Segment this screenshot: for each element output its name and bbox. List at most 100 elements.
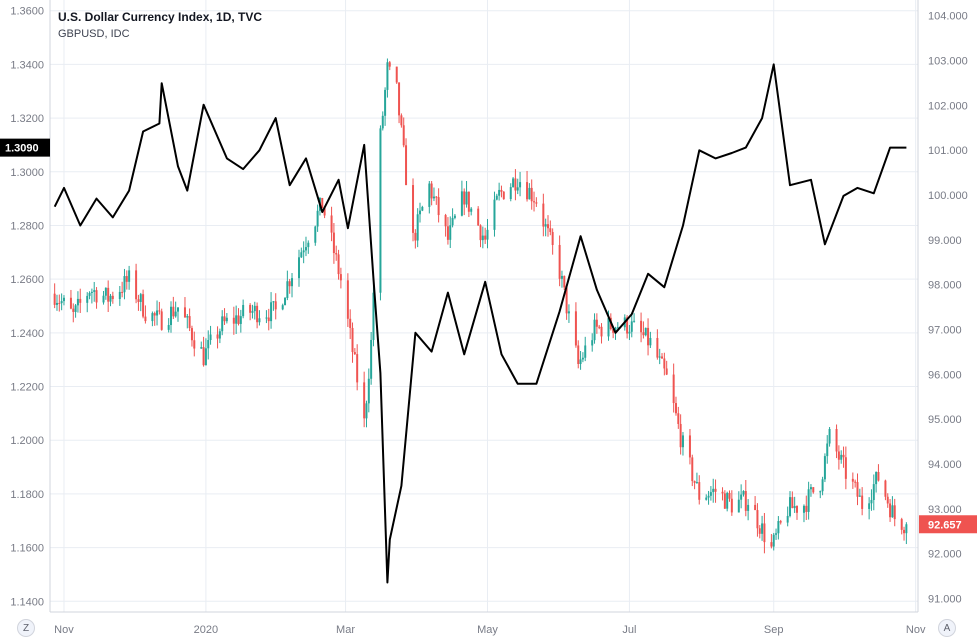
candle-body xyxy=(574,311,577,346)
auto-scale-button[interactable]: A xyxy=(938,619,956,637)
candle-body xyxy=(677,413,680,424)
candle-body xyxy=(526,182,529,200)
candle-body xyxy=(419,210,422,215)
candle-body xyxy=(730,498,733,513)
candle-body xyxy=(786,515,789,523)
candle-body xyxy=(172,306,175,317)
candle-body xyxy=(297,257,300,279)
candle-body xyxy=(616,327,619,329)
candle-body xyxy=(379,128,382,293)
candle-body xyxy=(851,478,854,482)
candle-body xyxy=(153,313,156,316)
left-tick-label: 1.1600 xyxy=(10,543,44,555)
candle-body xyxy=(514,178,517,191)
candle-body xyxy=(349,318,352,328)
candle-body xyxy=(416,214,419,241)
candle-body xyxy=(388,62,391,67)
candle-body xyxy=(239,316,242,324)
candle-body xyxy=(714,488,717,492)
candle-body xyxy=(412,185,415,233)
legend-title: U.S. Dollar Currency Index, 1D, TVC xyxy=(58,10,263,24)
candle-body xyxy=(770,542,773,547)
candle-body xyxy=(74,305,77,312)
candle-body xyxy=(628,331,631,334)
candle-body xyxy=(281,305,284,310)
candle-body xyxy=(658,356,661,358)
candle-body xyxy=(453,215,456,218)
candle-body xyxy=(481,235,484,241)
candle-body xyxy=(723,493,726,509)
candle-body xyxy=(661,356,664,359)
candle-body xyxy=(533,201,536,203)
candle-body xyxy=(258,318,261,323)
candle-body xyxy=(386,62,389,90)
candle-body xyxy=(314,226,317,243)
candle-body xyxy=(889,503,892,518)
candle-body xyxy=(160,311,163,330)
candle-body xyxy=(549,228,552,233)
candle-body xyxy=(467,191,470,212)
candle-body xyxy=(363,382,366,419)
candle-body xyxy=(207,340,210,349)
candle-body xyxy=(875,471,878,485)
candle-body xyxy=(893,505,896,520)
candle-body xyxy=(544,224,547,227)
candle-body xyxy=(93,290,96,292)
candle-body xyxy=(740,494,743,500)
candle-body xyxy=(823,456,826,480)
candle-body xyxy=(656,337,659,358)
candle-body xyxy=(630,321,633,332)
candle-body xyxy=(509,187,512,200)
candle-body xyxy=(135,270,138,300)
candle-body xyxy=(737,499,740,513)
candle-body xyxy=(649,337,652,346)
right-tick-label: 98.000 xyxy=(928,280,962,292)
candle-body xyxy=(444,215,447,227)
candle-body xyxy=(516,187,519,191)
candle-body xyxy=(304,247,307,251)
candle-body xyxy=(449,225,452,240)
left-tick-label: 1.2000 xyxy=(10,435,44,447)
left-tick-label: 1.1400 xyxy=(10,596,44,608)
candle-body xyxy=(139,294,142,302)
candle-body xyxy=(647,327,650,346)
candle-body xyxy=(223,316,226,322)
candle-body xyxy=(395,66,398,83)
candle-body xyxy=(137,299,140,302)
candle-body xyxy=(821,479,824,492)
candle-body xyxy=(709,492,712,496)
candle-body xyxy=(905,524,908,534)
candle-body xyxy=(72,308,75,312)
candle-body xyxy=(498,189,501,196)
right-tick-label: 93.000 xyxy=(928,504,962,516)
left-tick-label: 1.3400 xyxy=(10,59,44,71)
candle-body xyxy=(384,89,387,116)
candle-body xyxy=(446,226,449,240)
candle-body xyxy=(90,291,93,293)
candle-body xyxy=(156,310,159,316)
candle-body xyxy=(183,307,186,318)
candle-body xyxy=(754,504,757,511)
candle-body xyxy=(861,495,864,509)
candle-body xyxy=(842,454,845,458)
candle-body xyxy=(76,298,79,306)
candle-body xyxy=(302,250,305,253)
candle-body xyxy=(530,187,533,202)
candle-body xyxy=(835,429,838,452)
candle-body xyxy=(763,523,766,543)
candle-body xyxy=(528,187,531,200)
candle-body xyxy=(903,529,906,534)
candle-body xyxy=(53,293,56,305)
candle-body xyxy=(209,334,212,341)
candle-body xyxy=(167,325,170,330)
candle-body xyxy=(121,291,124,293)
dxy-candles xyxy=(53,58,908,554)
candle-body xyxy=(789,497,792,516)
candle-body xyxy=(237,315,240,324)
zoom-button[interactable]: Z xyxy=(17,619,35,637)
candle-body xyxy=(398,82,401,116)
candle-body xyxy=(232,317,235,324)
candle-body xyxy=(612,329,615,333)
candle-body xyxy=(144,316,147,322)
